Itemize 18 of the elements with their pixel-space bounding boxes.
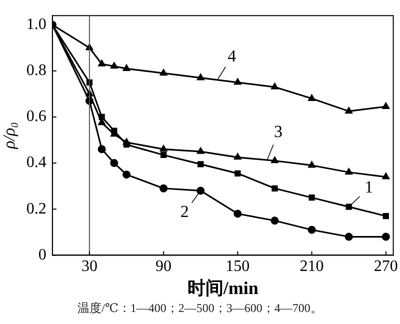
x-tick-label: 270 bbox=[374, 258, 398, 276]
y-tick-label: 0.6 bbox=[26, 108, 46, 126]
x-axis-title: 时间/min bbox=[187, 278, 258, 298]
y-tick-label: 1.0 bbox=[26, 16, 46, 34]
annotation: 2 bbox=[180, 202, 189, 222]
text: 温度/℃：1—400；2—500；3—600；4—700。 bbox=[76, 300, 324, 317]
x-tick-label: 90 bbox=[156, 258, 172, 276]
y-tick-label: 0.4 bbox=[26, 154, 46, 172]
x-tick-label: 30 bbox=[81, 258, 98, 276]
annotation: 4 bbox=[228, 46, 237, 66]
y-tick-label: 0.2 bbox=[26, 200, 46, 218]
x-tick-label: 210 bbox=[300, 258, 324, 276]
y-tick-label: 0 bbox=[38, 246, 46, 264]
x-tick-label: 150 bbox=[226, 258, 250, 276]
annotation: 1 bbox=[364, 177, 374, 196]
annotation: 3 bbox=[274, 122, 283, 142]
y-tick-label: 0.8 bbox=[26, 62, 46, 80]
y-axis-title: ρ/ρ₀ bbox=[0, 122, 19, 150]
